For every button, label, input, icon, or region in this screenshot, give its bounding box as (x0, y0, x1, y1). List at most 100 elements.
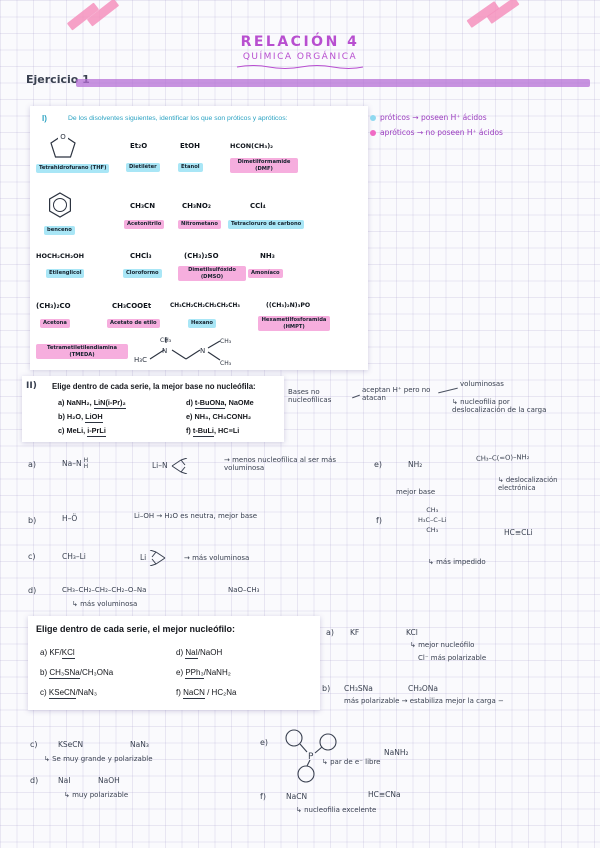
work-f-label: f) (376, 516, 382, 525)
option-selected: NaCN (183, 688, 205, 699)
legend-aprotic-text: apróticos → no poseen H⁺ ácidos (380, 128, 503, 137)
work-f-t3: CH₃ (426, 525, 439, 534)
nuc-work-c-label: c) (30, 740, 38, 749)
note-deslocalizacion: ↳ nucleofilia por deslocalización de la … (452, 398, 547, 414)
svg-text:N: N (162, 347, 167, 355)
solvent-name: Acetonitrilo (124, 220, 165, 229)
solvent-name: Tetrahidrofurano (THF) (36, 164, 110, 173)
svg-text:CH₃: CH₃ (220, 338, 232, 345)
nuc-work-e-na: NaNH₂ (384, 748, 409, 757)
option-text: e) (176, 668, 186, 677)
solvent-name: Hexano (188, 319, 216, 328)
bulky-branch-icon (171, 457, 188, 475)
work-b-note: Li–OH → H₂O es neutra, mejor base (134, 512, 258, 520)
nuc-option-a: a) KF/KCl (40, 648, 75, 659)
work-d-chain: CH₃–CH₂–CH₂–CH₂–O–Na (62, 586, 147, 594)
option-text: c) MeLi, (58, 426, 88, 435)
option-selected: KCl (61, 648, 75, 659)
work-b-ho: H–Ö (62, 514, 78, 523)
solvent-name: Dietiléter (126, 163, 160, 172)
nuc-work-f-label: f) (260, 792, 266, 801)
solvent-name: Hexametilfosforamida (HMPT) (258, 316, 330, 331)
solvent-name: Acetato de etilo (107, 319, 160, 328)
base-option-b: b) H₂O, LiOH (58, 412, 103, 423)
work-e-nh2: NH₂ (408, 460, 423, 469)
nuc-work-d-1: NaI (58, 776, 71, 785)
base-option-f: f) t-BuLi, HC≡Li (186, 426, 239, 437)
svg-text:O: O (60, 133, 66, 141)
section1-prompt: De los disolventes siguientes, identific… (68, 115, 288, 122)
nuc-work-c-1: KSeCN (58, 740, 84, 749)
svg-text:N: N (200, 347, 205, 355)
solvent-name: Dimetilsulfóxido (DMSO) (178, 266, 246, 281)
solvent-name: Cloroformo (123, 269, 162, 278)
work-a-h2: H (83, 463, 89, 470)
nuc-work-d-label: d) (30, 776, 39, 785)
option-text: f) (176, 688, 184, 697)
solvent-name: Dimetilformamide (DMF) (230, 158, 298, 173)
title-underline-squiggle (236, 65, 364, 69)
work-c-li: Li (140, 549, 167, 567)
option-text: a) KF/ (40, 648, 62, 657)
work-a-h1: H (83, 457, 89, 464)
solvent-formula: CH₃CN (130, 202, 156, 210)
work-d-note: ↳ más voluminosa (72, 600, 138, 608)
option-text: e) NH₃, CH₃CONH₂ (186, 412, 252, 421)
legend-protic: próticos → poseen H⁺ ácidos (370, 113, 487, 122)
option-text: d) (176, 648, 186, 657)
option-selected: i-PrLi (87, 426, 106, 437)
exercise-highlight-bar (76, 79, 590, 87)
svg-text:CH₃: CH₃ (160, 337, 172, 344)
solvent-name: Etanol (178, 163, 203, 172)
solvent-name: Tetrametiletilendiamina (TMEDA) (36, 344, 128, 359)
nuc-work-e-note: ↳ par de e⁻ libre (322, 758, 381, 766)
option-selected: LiOH (85, 412, 103, 423)
work-a-li-text: Li–N (152, 461, 168, 470)
nuc-work-c-note: ↳ Se muy grande y polarizable (44, 755, 153, 763)
option-text: b) (40, 668, 50, 677)
option-selected: NaI (185, 648, 198, 659)
tmeda-structure-icon: H₃C N CH₃ N CH₃ CH₃ (134, 337, 232, 367)
nucleophiles-card: Elige dentro de cada serie, el mejor nuc… (28, 616, 320, 710)
solvent-formula: NH₃ (260, 252, 275, 260)
option-text: /CH₃ONa (79, 668, 114, 677)
work-f-note: ↳ más impedido (428, 558, 486, 566)
thf-structure-icon: O (50, 132, 76, 158)
work-d-label: d) (28, 586, 37, 595)
work-e-deloc: ↳ deslocalización electrónica (498, 476, 558, 492)
nuc-option-c: c) KSeCN/NaN₃ (40, 688, 98, 699)
legend-protic-text: próticos → poseen H⁺ ácidos (380, 113, 487, 122)
base-option-d: d) t-BuONa, NaOMe (186, 398, 254, 409)
work-a-lin: Li–N (152, 457, 188, 475)
svg-text:H₃C: H₃C (134, 356, 147, 364)
section1-numeral: I) (42, 114, 47, 123)
solvent-formula: CCl₄ (250, 202, 266, 210)
page-subtitle: QUÍMICA ORGÁNICA (242, 52, 358, 62)
solvent-formula: HCON(CH₃)₂ (230, 142, 274, 150)
solvent-formula: HOCH₂CH₂OH (36, 252, 85, 260)
solvent-name: Nitrometano (178, 220, 221, 229)
nuc-work-a-1: KF (350, 628, 360, 637)
option-text: /NaN₃ (75, 688, 98, 697)
note-bases: Bases no nucleofílicas (288, 388, 332, 404)
solvent-formula: ((CH₃)₂N)₃PO (266, 302, 311, 309)
nuc-work-b-2: CH₃ONa (408, 684, 438, 693)
option-text: f) (186, 426, 193, 435)
solvent-name: Amoníaco (248, 269, 283, 278)
option-selected: CH₃SNa (49, 668, 80, 679)
nuc-work-f-note: ↳ nucleofilia excelente (296, 806, 377, 814)
base-option-e: e) NH₃, CH₃CONH₂ (186, 412, 251, 421)
work-a-amide: Na–N H H (62, 458, 88, 470)
nuc-work-b-1: CH₃SNa (344, 684, 373, 693)
option-selected: t-BuONa (194, 398, 225, 409)
nuc-work-a-note1: ↳ mejor nucleófilo (410, 641, 475, 649)
option-text: / HC₂Na (204, 688, 237, 697)
nuc-work-a-note2: Cl⁻ más polarizable (418, 654, 487, 662)
work-b-label: b) (28, 516, 37, 525)
nuc-option-b: b) CH₃SNa/CH₃ONa (40, 668, 114, 679)
work-c-meli: CH₃–Li (62, 552, 86, 561)
solvent-formula: Et₂O (130, 142, 148, 150)
option-text: a) NaNH₂, (58, 398, 94, 407)
option-text: c) (40, 688, 49, 697)
